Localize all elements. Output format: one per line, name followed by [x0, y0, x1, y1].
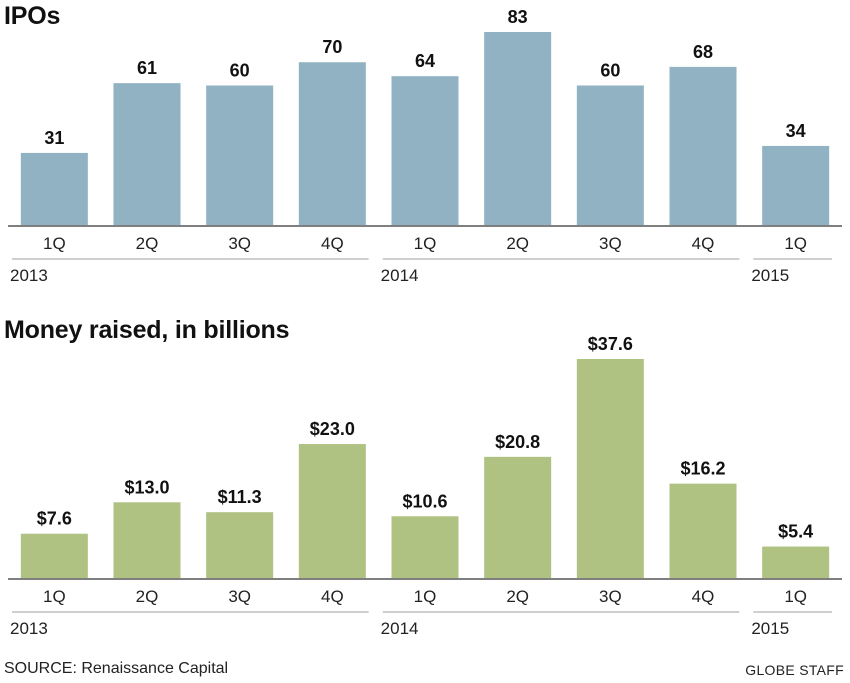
- money-value-label: $37.6: [588, 334, 633, 354]
- ipo-value-label: 60: [600, 60, 620, 80]
- money-tick-label: 4Q: [321, 587, 344, 606]
- money-value-label: $16.2: [680, 459, 725, 479]
- money-year-label: 2015: [751, 619, 789, 638]
- ipo-tick-label: 2Q: [506, 234, 529, 253]
- source-note: SOURCE: Renaissance Capital: [4, 660, 229, 677]
- money-tick-label: 1Q: [414, 587, 437, 606]
- ipo-tick-label: 2Q: [136, 234, 159, 253]
- ipo-value-label: 34: [786, 121, 806, 141]
- money-chart-title: Money raised, in billions: [4, 316, 290, 344]
- money-tick-label: 3Q: [228, 587, 251, 606]
- ipo-value-label: 70: [322, 37, 342, 57]
- ipo-value-label: 83: [508, 7, 528, 27]
- money-bar: [206, 512, 274, 578]
- money-tick-label: 4Q: [692, 587, 715, 606]
- money-value-label: $7.6: [37, 509, 72, 529]
- money-bar: [298, 444, 366, 578]
- ipo-tick-label: 1Q: [414, 234, 437, 253]
- money-bar: [391, 516, 459, 578]
- ipo-tick-label: 3Q: [599, 234, 622, 253]
- ipo-bar: [576, 85, 644, 225]
- money-tick-label: 2Q: [136, 587, 159, 606]
- money-tick-label: 1Q: [784, 587, 807, 606]
- money-bar: [113, 502, 181, 578]
- money-year-label: 2013: [10, 619, 48, 638]
- ipo-bar: [206, 85, 274, 225]
- money-value-label: $23.0: [310, 419, 355, 439]
- ipo-value-label: 68: [693, 42, 713, 62]
- money-tick-label: 1Q: [43, 587, 66, 606]
- ipo-bar: [113, 83, 181, 226]
- ipo-year-label: 2015: [751, 266, 789, 285]
- ipo-bar: [20, 152, 88, 225]
- money-value-label: $13.0: [124, 477, 169, 497]
- money-bar: [669, 483, 737, 578]
- money-value-label: $20.8: [495, 432, 540, 452]
- ipo-tick-label: 4Q: [321, 234, 344, 253]
- money-year-label: 2014: [381, 619, 419, 638]
- ipo-bar: [298, 62, 366, 226]
- ipo-bar: [391, 76, 459, 225]
- ipo-tick-label: 1Q: [784, 234, 807, 253]
- money-bar: [762, 546, 830, 578]
- ipo-chart-title: IPOs: [4, 2, 61, 30]
- money-bar: [20, 533, 88, 578]
- money-tick-label: 3Q: [599, 587, 622, 606]
- ipo-value-label: 64: [415, 51, 435, 71]
- money-bar: [484, 456, 552, 578]
- money-chart: $7.6 $13.0 $11.3 $23.0 $10.6 $20.8 $37.6 $16.2 $…: [8, 334, 842, 638]
- ipo-value-label: 61: [137, 58, 157, 78]
- money-value-label: $11.3: [218, 487, 262, 507]
- ipo-year-label: 2014: [381, 266, 419, 285]
- money-tick-label: 2Q: [506, 587, 529, 606]
- money-bar: [576, 359, 644, 578]
- ipo-bar: [484, 32, 552, 225]
- ipo-value-label: 60: [230, 60, 250, 80]
- ipo-year-label: 2013: [10, 266, 48, 285]
- ipo-value-label: 31: [44, 128, 64, 148]
- ipo-chart: 31 61 60 70 64 83 60 68 34 1Q 2Q 3Q 4Q 1Q 2Q 3Q 4Q 1Q 2013…: [8, 7, 842, 285]
- money-value-label: $5.4: [778, 522, 813, 542]
- ipo-tick-label: 4Q: [692, 234, 715, 253]
- money-value-label: $10.6: [402, 491, 447, 511]
- ipo-tick-label: 3Q: [228, 234, 251, 253]
- credit-note: GLOBE STAFF: [745, 662, 844, 678]
- ipo-tick-label: 1Q: [43, 234, 66, 253]
- ipo-bar: [762, 145, 830, 225]
- ipo-bar: [669, 66, 737, 225]
